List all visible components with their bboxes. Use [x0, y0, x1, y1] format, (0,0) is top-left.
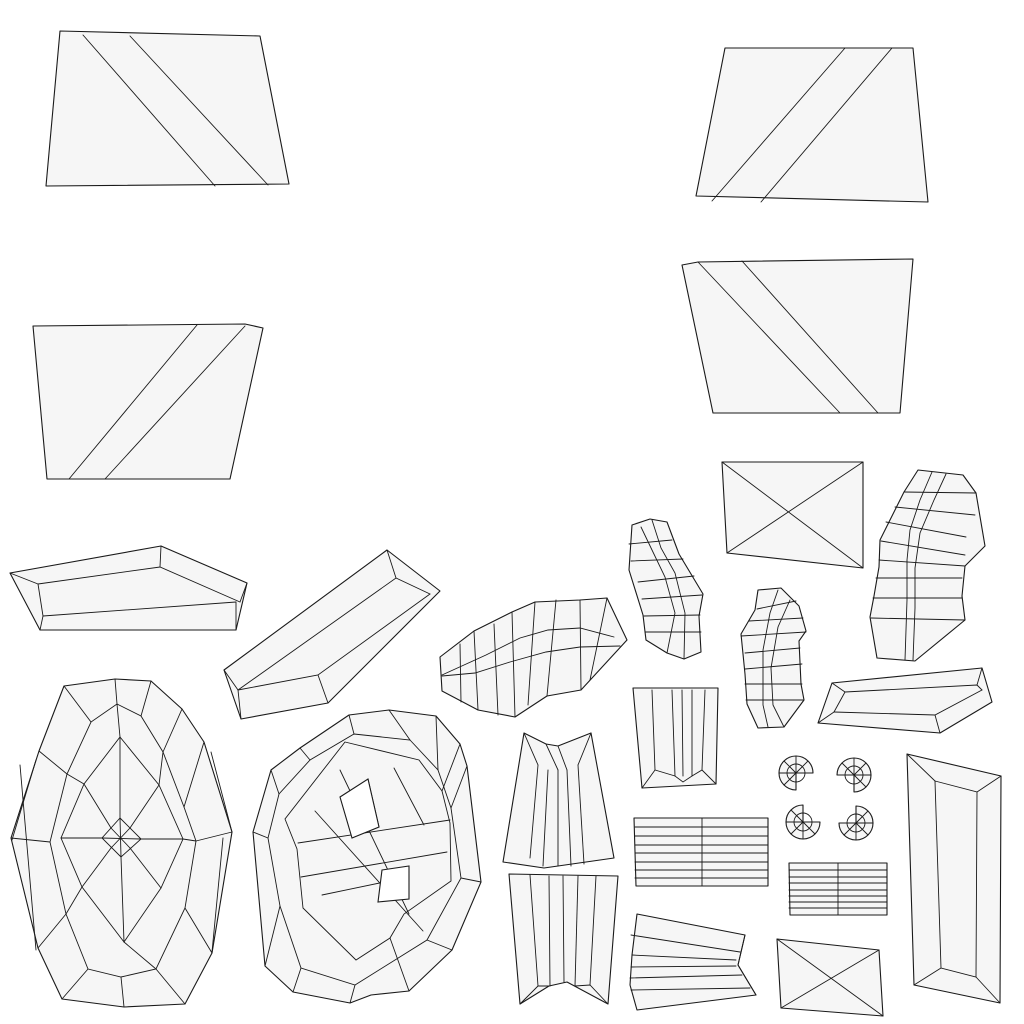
uv-island-panel-top-left	[45, 30, 290, 187]
uv-island-envelope-bottom	[776, 938, 884, 1017]
uv-island-arc-strip-vertical-small	[628, 518, 704, 660]
uv-island-rosette-1	[778, 755, 814, 791]
uv-island-stripe-grid-large	[633, 817, 769, 887]
uv-island-envelope-right	[721, 461, 864, 569]
uv-island-panel-top-right	[695, 47, 929, 203]
uv-island-oval-grid-left	[10, 678, 233, 1008]
uv-island-pleat-c	[508, 873, 619, 1005]
uv-island-fan-strip	[629, 913, 757, 1011]
uv-island-bevel-strip-tall	[906, 753, 1002, 1004]
uv-island-arc-strip-horizontal	[439, 597, 628, 718]
uv-island-oval-grid-middle	[252, 709, 482, 1004]
uv-island-panel-mid-left	[32, 323, 264, 480]
uv-island-pleat-b	[502, 732, 615, 869]
uv-island-bevel-strip-diagonal	[223, 549, 441, 720]
uv-island-arc-strip-vertical-medium	[740, 587, 807, 729]
uv-island-bevel-strip-left	[9, 545, 248, 631]
uv-island-arc-strip-vertical-large	[869, 469, 986, 662]
uv-island-stripe-grid-small	[788, 862, 888, 916]
uv-island-panel-mid-right	[681, 258, 914, 414]
uv-island-rosette-4	[838, 805, 874, 841]
uv-island-rosette-2	[836, 757, 872, 793]
uv-island-pleat-a	[632, 687, 719, 789]
uv-island-rosette-3	[785, 804, 821, 840]
uv-island-bevel-strip-right	[817, 667, 993, 734]
